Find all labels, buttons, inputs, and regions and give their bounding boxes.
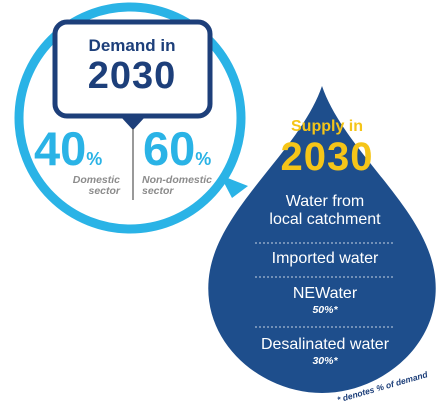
nondomestic-sector-label: Non-domestic sector xyxy=(142,175,212,197)
nondomestic-percentage-value: 60 xyxy=(143,122,196,175)
supply-item-newater: NEWater xyxy=(292,285,358,302)
supply-item-imported-water: Imported water xyxy=(271,250,379,267)
nondomestic-sector-label-line: Non-domestic xyxy=(142,174,213,186)
nondomestic-percentage: 60% xyxy=(143,121,211,176)
domestic-percentage: 40% xyxy=(34,121,102,176)
percent-sign: % xyxy=(195,149,212,169)
domestic-sector-label-line: Domestic xyxy=(72,174,120,186)
supply-item-local-catchment: Water from local catchment xyxy=(230,193,420,229)
domestic-sector-label: Domestic sector xyxy=(48,175,120,197)
supply-item-label-line: local catchment xyxy=(269,211,381,228)
demand-title: Demand in xyxy=(88,36,176,55)
supply-item-newater-pct: 50%* xyxy=(312,304,338,316)
domestic-sector-label-line: sector xyxy=(88,185,120,197)
percent-sign: % xyxy=(86,149,103,169)
nondomestic-sector-label-line: sector xyxy=(142,185,174,197)
supply-item-desalinated-water: Desalinated water xyxy=(260,336,390,353)
demand-title-box xyxy=(52,19,213,119)
supply-item-label-line: Water from xyxy=(285,193,365,210)
domestic-percentage-value: 40 xyxy=(34,122,87,175)
supply-year: 2030 xyxy=(280,135,374,179)
supply-item-desalinated-pct: 30%* xyxy=(312,355,338,367)
demand-box-pointer xyxy=(121,117,145,130)
supply-water-drop xyxy=(208,86,436,393)
demand-ring xyxy=(14,2,246,234)
demand-ring-tail xyxy=(220,175,248,198)
demand-year: 2030 xyxy=(87,55,177,97)
supply-title: Supply in xyxy=(291,118,363,135)
